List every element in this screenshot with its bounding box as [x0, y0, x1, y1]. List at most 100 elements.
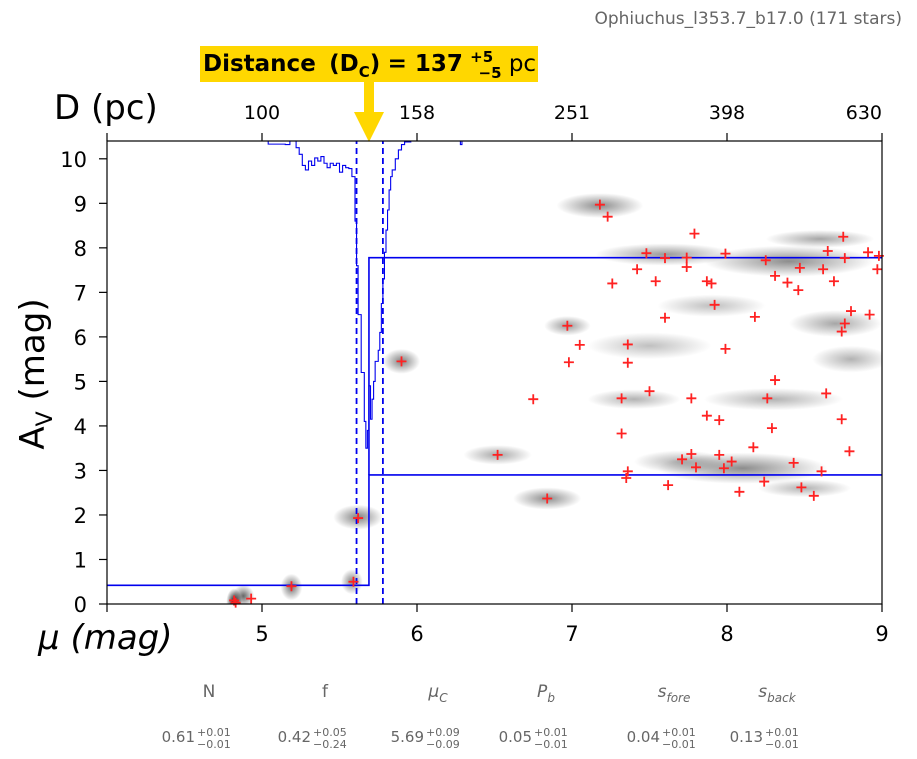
parameter-symbol: s — [658, 682, 667, 702]
distance-annotation: Distance (DC) = 137 +5 −5 pc — [200, 42, 538, 84]
plot-frame — [106, 140, 883, 605]
distance-value: 137 — [415, 51, 463, 77]
y-tick-label: 8 — [74, 237, 87, 261]
star-marker — [563, 357, 574, 368]
top-tick-label: 251 — [554, 102, 590, 124]
top-tick-label: 398 — [709, 102, 745, 124]
star-marker — [714, 449, 725, 460]
parameter-error-down: −0.09 — [426, 738, 460, 751]
star-marker — [818, 264, 829, 275]
star-marker — [691, 462, 701, 473]
y-tick-label: 0 — [74, 593, 87, 617]
distance-unit: pc — [509, 51, 536, 77]
chart-subtitle: Ophiuchus_l353.7_b17.0 (171 stars) — [594, 9, 902, 29]
parameter-name: N — [203, 682, 216, 702]
star-marker — [246, 593, 257, 604]
y-axis-title: AV (mag) — [13, 298, 58, 449]
parameter-error-up: +0.01 — [765, 726, 799, 739]
star-marker — [846, 306, 856, 317]
star-marker — [574, 339, 585, 350]
star-marker — [701, 410, 712, 421]
star-marker — [607, 278, 618, 289]
star-marker — [542, 493, 553, 504]
x-axis-title: μ (mag) — [37, 618, 173, 658]
star-marker — [759, 476, 770, 487]
parameter-subscript: back — [767, 691, 797, 705]
distance-annotation-text: Distance (DC) = 137 +5 −5 pc — [203, 42, 536, 84]
star-marker — [701, 276, 712, 287]
star-marker — [353, 513, 364, 524]
star-marker — [839, 318, 850, 329]
y-axis-title-unit: (mag) — [13, 298, 53, 411]
parameter-error-up: +0.05 — [313, 726, 347, 739]
y-axis: 0 1 2 3 4 5 6 7 8 9 10 — [60, 148, 107, 617]
x-tick-label: 7 — [565, 622, 578, 646]
star-markers — [229, 199, 884, 608]
distance-symbol-close: ) — [370, 51, 381, 77]
star-marker — [230, 597, 241, 608]
star-marker — [816, 466, 827, 477]
star-marker — [348, 576, 359, 587]
star-marker — [686, 448, 697, 459]
star-marker — [796, 482, 807, 493]
extinction-model — [107, 141, 882, 604]
distance-error-down: −5 — [479, 64, 502, 82]
star-marker — [864, 309, 875, 320]
top-tick-label: 630 — [846, 102, 882, 124]
distance-arrow-shaft — [364, 82, 374, 114]
star-marker — [828, 276, 839, 287]
star-marker — [622, 357, 633, 368]
y-tick-label: 1 — [74, 548, 87, 572]
star-marker — [616, 428, 627, 439]
star-marker — [836, 326, 847, 337]
star-marker — [720, 248, 731, 259]
parameter-error-up: +0.01 — [534, 726, 568, 739]
distance-equals: = — [388, 51, 415, 77]
parameter-error-up: +0.01 — [197, 726, 231, 739]
star-marker — [863, 247, 874, 258]
top-axis-title: D (pc) — [54, 88, 158, 128]
star-marker — [749, 311, 760, 322]
star-marker — [808, 490, 819, 501]
distance-annotation-box — [200, 46, 538, 82]
parameter-value: 0.61 — [162, 728, 195, 746]
x-tick-label: 6 — [410, 622, 423, 646]
star-marker — [766, 423, 777, 434]
parameter-name: Pb — [537, 682, 555, 705]
y-tick-label: 3 — [74, 459, 87, 483]
parameter-symbol: f — [322, 682, 329, 702]
star-marker — [734, 486, 745, 497]
parameter-error-down: −0.24 — [313, 738, 347, 751]
parameter-symbol: N — [203, 682, 216, 702]
distance-symbol-subscript: C — [359, 63, 370, 81]
star-marker — [663, 480, 674, 491]
density-blob — [587, 332, 712, 360]
x-tick-label: 5 — [255, 622, 268, 646]
parameter-name: f — [322, 682, 329, 702]
star-marker — [686, 393, 697, 404]
star-marker — [622, 339, 633, 350]
parameter-error-down: −0.01 — [197, 738, 231, 751]
star-marker — [621, 473, 632, 484]
top-tick-label: 158 — [399, 102, 435, 124]
star-marker — [641, 248, 652, 259]
star-marker — [492, 449, 503, 460]
star-marker — [718, 463, 729, 474]
distance-error-up: +5 — [470, 48, 493, 66]
distance-symbol: (D — [329, 51, 359, 77]
y-axis-title-symbol: A — [13, 426, 53, 449]
star-marker — [616, 393, 627, 404]
star-marker — [632, 264, 643, 275]
star-marker — [714, 415, 725, 426]
star-marker — [396, 356, 407, 367]
star-marker — [748, 442, 759, 453]
star-marker — [770, 375, 781, 386]
star-marker — [844, 446, 855, 457]
star-marker — [677, 454, 688, 465]
star-marker — [681, 252, 692, 263]
star-marker — [594, 199, 605, 210]
parameter-subscript: fore — [666, 691, 690, 705]
star-marker — [794, 262, 805, 273]
star-marker — [872, 264, 883, 275]
